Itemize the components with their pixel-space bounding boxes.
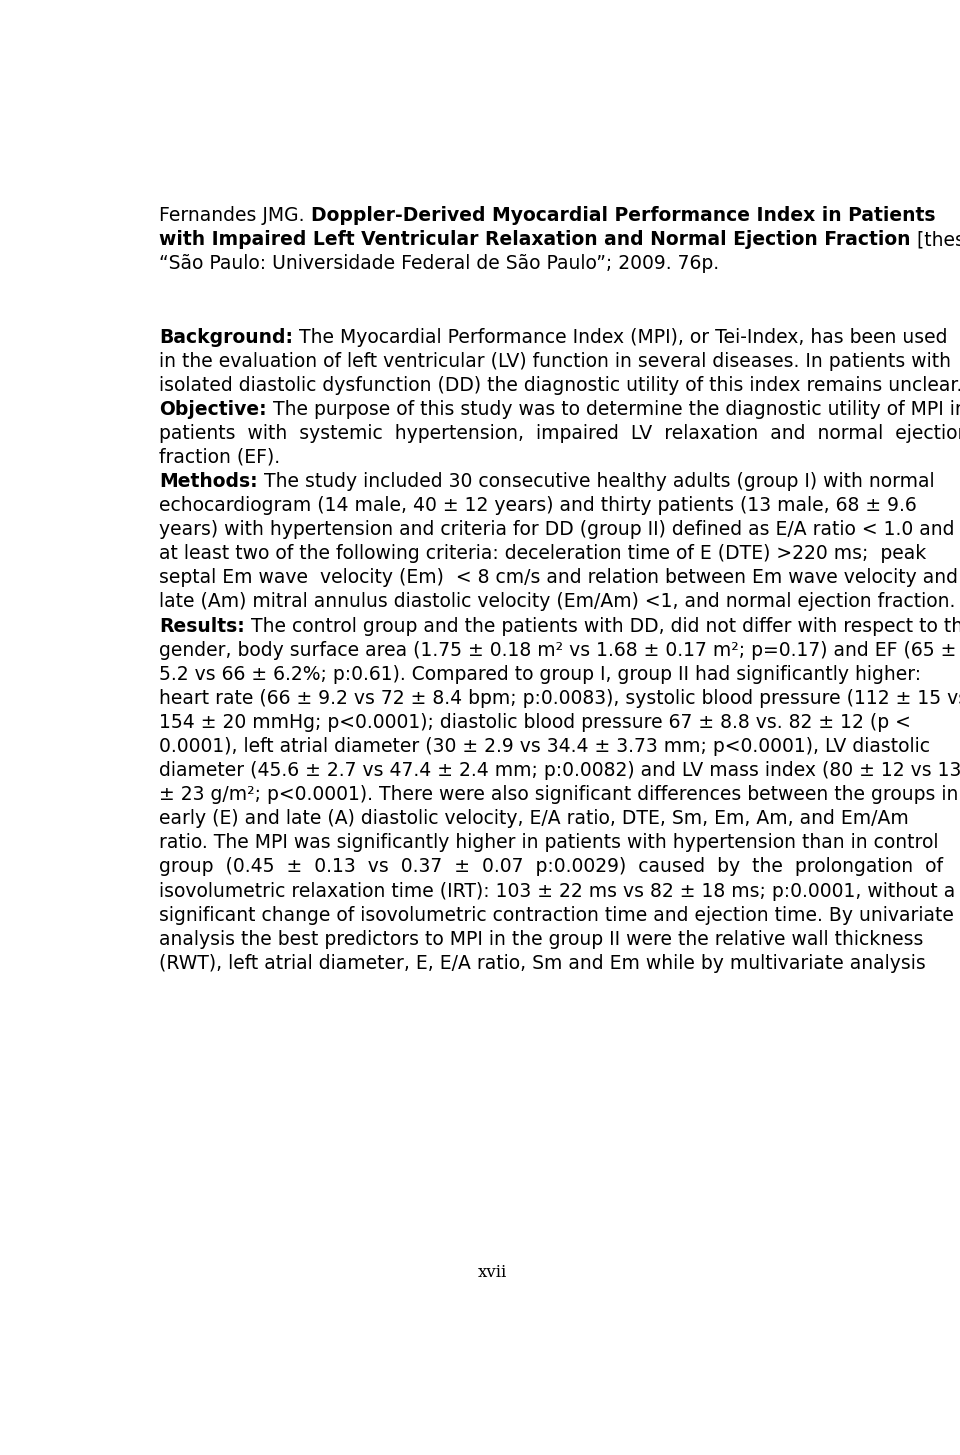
Text: diameter (45.6 ± 2.7 vs 47.4 ± 2.4 mm; p:0.0082) and LV mass index (80 ± 12 vs 1: diameter (45.6 ± 2.7 vs 47.4 ± 2.4 mm; p… <box>159 761 960 780</box>
Text: analysis the best predictors to MPI in the group II were the relative wall thick: analysis the best predictors to MPI in t… <box>159 930 924 949</box>
Text: echocardiogram (14 male, 40 ± 12 years) and thirty patients (13 male, 68 ± 9.6: echocardiogram (14 male, 40 ± 12 years) … <box>159 496 917 515</box>
Text: gender, body surface area (1.75 ± 0.18 m² vs 1.68 ± 0.17 m²; p=0.17) and EF (65 : gender, body surface area (1.75 ± 0.18 m… <box>159 640 957 659</box>
Text: isovolumetric relaxation time (IRT): 103 ± 22 ms vs 82 ± 18 ms; p:0.0001, withou: isovolumetric relaxation time (IRT): 103… <box>159 882 956 901</box>
Text: Background:: Background: <box>159 327 294 346</box>
Text: years) with hypertension and criteria for DD (group II) defined as E/A ratio < 1: years) with hypertension and criteria fo… <box>159 521 955 540</box>
Text: [thesis].: [thesis]. <box>911 230 960 249</box>
Text: with Impaired Left Ventricular Relaxation and Normal Ejection Fraction: with Impaired Left Ventricular Relaxatio… <box>159 230 911 249</box>
Text: 0.0001), left atrial diameter (30 ± 2.9 vs 34.4 ± 3.73 mm; p<0.0001), LV diastol: 0.0001), left atrial diameter (30 ± 2.9 … <box>159 738 930 757</box>
Text: early (E) and late (A) diastolic velocity, E/A ratio, DTE, Sm, Em, Am, and Em/Am: early (E) and late (A) diastolic velocit… <box>159 809 909 828</box>
Text: Objective:: Objective: <box>159 400 267 419</box>
Text: fraction (EF).: fraction (EF). <box>159 448 280 467</box>
Text: in the evaluation of left ventricular (LV) function in several diseases. In pati: in the evaluation of left ventricular (L… <box>159 352 951 371</box>
Text: The control group and the patients with DD, did not differ with respect to the: The control group and the patients with … <box>245 617 960 636</box>
Text: group  (0.45  ±  0.13  vs  0.37  ±  0.07  p:0.0029)  caused  by  the  prolongati: group (0.45 ± 0.13 vs 0.37 ± 0.07 p:0.00… <box>159 857 944 876</box>
Text: The Myocardial Performance Index (MPI), or Tei-Index, has been used: The Myocardial Performance Index (MPI), … <box>294 327 948 346</box>
Text: (RWT), left atrial diameter, E, E/A ratio, Sm and Em while by multivariate analy: (RWT), left atrial diameter, E, E/A rati… <box>159 954 926 973</box>
Text: “São Paulo: Universidade Federal de São Paulo”; 2009. 76p.: “São Paulo: Universidade Federal de São … <box>159 255 720 274</box>
Text: 5.2 vs 66 ± 6.2%; p:0.61). Compared to group I, group II had significantly highe: 5.2 vs 66 ± 6.2%; p:0.61). Compared to g… <box>159 665 922 684</box>
Text: at least two of the following criteria: deceleration time of E (DTE) >220 ms;  p: at least two of the following criteria: … <box>159 544 926 563</box>
Text: 154 ± 20 mmHg; p<0.0001); diastolic blood pressure 67 ± 8.8 vs. 82 ± 12 (p <: 154 ± 20 mmHg; p<0.0001); diastolic bloo… <box>159 713 911 732</box>
Text: late (Am) mitral annulus diastolic velocity (Em/Am) <1, and normal ejection frac: late (Am) mitral annulus diastolic veloc… <box>159 592 956 611</box>
Text: septal Em wave  velocity (Em)  < 8 cm/s and relation between Em wave velocity an: septal Em wave velocity (Em) < 8 cm/s an… <box>159 569 958 588</box>
Text: Results:: Results: <box>159 617 245 636</box>
Text: heart rate (66 ± 9.2 vs 72 ± 8.4 bpm; p:0.0083), systolic blood pressure (112 ± : heart rate (66 ± 9.2 vs 72 ± 8.4 bpm; p:… <box>159 688 960 707</box>
Text: The purpose of this study was to determine the diagnostic utility of MPI in: The purpose of this study was to determi… <box>267 400 960 419</box>
Text: isolated diastolic dysfunction (DD) the diagnostic utility of this index remains: isolated diastolic dysfunction (DD) the … <box>159 375 960 394</box>
Text: Doppler-Derived Myocardial Performance Index in Patients: Doppler-Derived Myocardial Performance I… <box>311 207 935 226</box>
Text: significant change of isovolumetric contraction time and ejection time. By univa: significant change of isovolumetric cont… <box>159 905 954 924</box>
Text: ± 23 g/m²; p<0.0001). There were also significant differences between the groups: ± 23 g/m²; p<0.0001). There were also si… <box>159 786 959 805</box>
Text: The study included 30 consecutive healthy adults (group I) with normal: The study included 30 consecutive health… <box>258 471 935 490</box>
Text: Methods:: Methods: <box>159 471 258 490</box>
Text: patients  with  systemic  hypertension,  impaired  LV  relaxation  and  normal  : patients with systemic hypertension, imp… <box>159 423 960 442</box>
Text: ratio. The MPI was significantly higher in patients with hypertension than in co: ratio. The MPI was significantly higher … <box>159 834 939 853</box>
Text: Fernandes JMG.: Fernandes JMG. <box>159 207 311 226</box>
Text: xvii: xvii <box>477 1263 507 1280</box>
